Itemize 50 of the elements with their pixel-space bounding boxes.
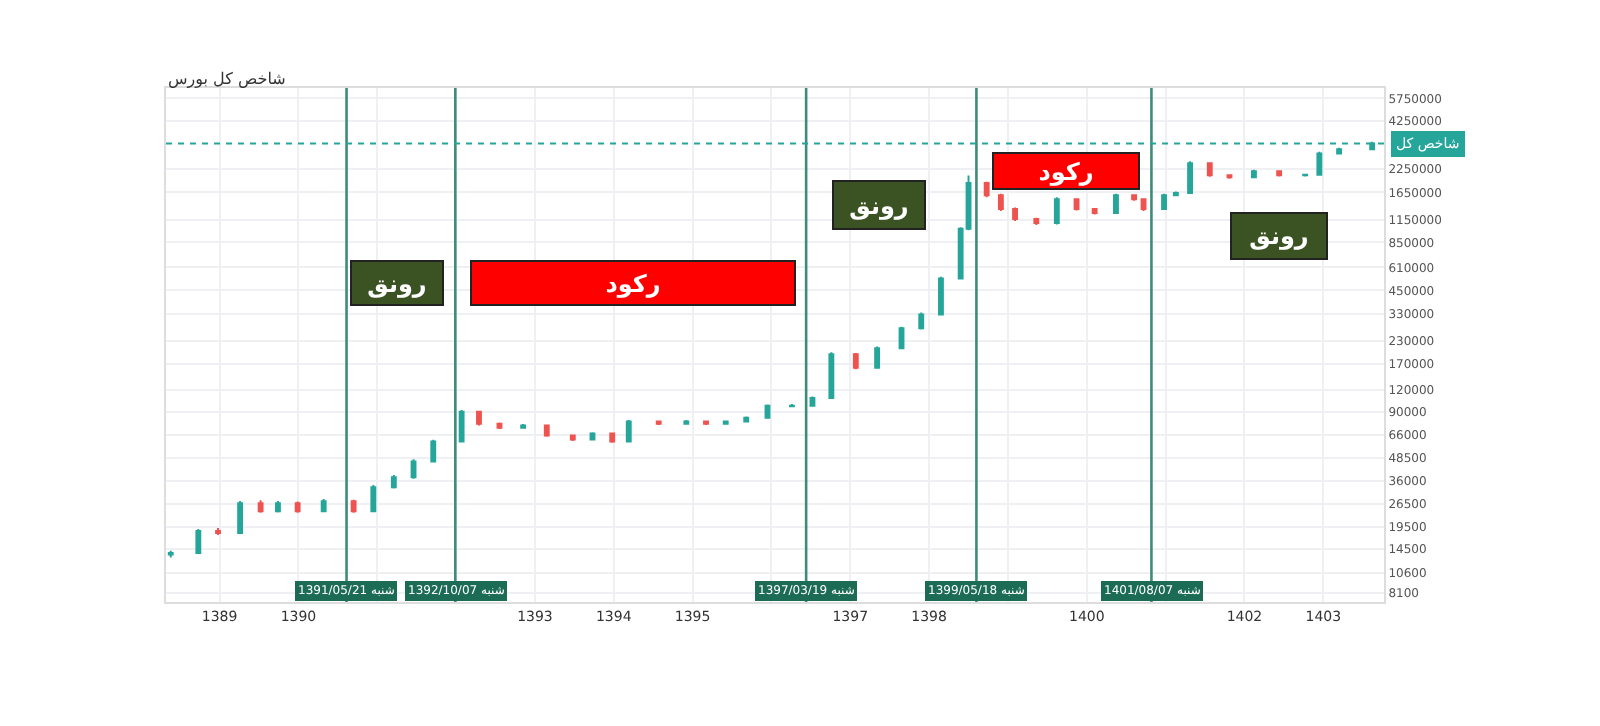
candlestick xyxy=(828,351,835,400)
candlestick xyxy=(1187,160,1193,195)
candlestick xyxy=(275,500,281,514)
label-box: رونق xyxy=(832,180,926,230)
candlestick xyxy=(215,527,221,537)
candlestick xyxy=(1012,206,1018,222)
candlestick xyxy=(1091,208,1098,216)
candlestick xyxy=(294,500,301,514)
candlestick xyxy=(683,419,690,426)
candlestick xyxy=(237,500,244,535)
candlestick xyxy=(625,419,632,444)
candlestick xyxy=(257,499,264,514)
candlestick xyxy=(1053,196,1060,226)
candlestick xyxy=(370,484,377,513)
candlestick xyxy=(430,438,437,464)
candlestick xyxy=(874,345,881,370)
candlestick xyxy=(1033,216,1040,227)
candlestick xyxy=(476,409,482,427)
candlestick xyxy=(1113,192,1119,215)
chart-title: شاخص کل بورس xyxy=(168,69,287,88)
label-box: رونق xyxy=(350,260,444,306)
candlestick xyxy=(458,409,465,444)
candlestick xyxy=(703,420,709,426)
candlestick xyxy=(1131,193,1138,202)
candlestick xyxy=(938,275,944,317)
label-box: رکود xyxy=(992,152,1140,190)
candlestick xyxy=(743,415,750,424)
candlestick xyxy=(852,352,859,371)
candlestick xyxy=(983,180,990,199)
candlestick xyxy=(1316,150,1323,177)
candlestick xyxy=(609,431,616,444)
candlestick xyxy=(1336,146,1342,155)
candlestick xyxy=(543,423,550,438)
candlestick xyxy=(1206,161,1213,178)
candlestick xyxy=(569,434,576,442)
candlestick xyxy=(1276,169,1283,178)
candlestick xyxy=(1251,168,1257,179)
candlestick xyxy=(320,498,327,514)
candlestick xyxy=(520,422,527,430)
candlestick xyxy=(390,474,397,490)
candlestick xyxy=(1161,192,1167,211)
candlestick xyxy=(918,311,925,331)
candlestick xyxy=(195,527,202,556)
candlestick xyxy=(350,498,357,514)
candlestick xyxy=(722,419,729,426)
label-box: رکود xyxy=(470,260,796,306)
label-box: رونق xyxy=(1230,212,1328,260)
candlestick xyxy=(997,192,1004,213)
candlestick xyxy=(655,419,662,426)
candlestick xyxy=(167,549,174,559)
